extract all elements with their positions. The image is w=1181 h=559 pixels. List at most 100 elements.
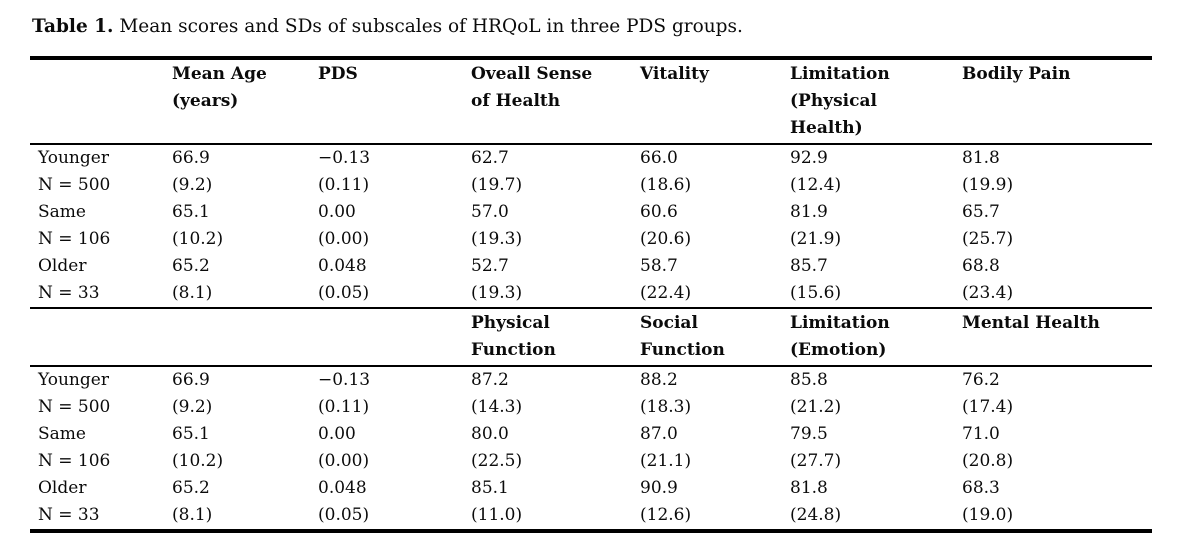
table-cell: 65.2 xyxy=(172,478,210,498)
row-label: N = 33 xyxy=(38,505,100,525)
table-cell: (12.6) xyxy=(640,505,692,525)
table-cell: (0.05) xyxy=(318,283,370,303)
table-cell: 0.048 xyxy=(318,478,367,498)
column-header xyxy=(30,307,164,367)
column-header: Bodily Pain xyxy=(954,58,1152,145)
table-cell: (9.2) xyxy=(172,397,213,417)
table-cell: (8.1) xyxy=(172,283,213,303)
table-cell: 52.7 xyxy=(471,256,509,276)
table-caption-label: Table 1. xyxy=(32,16,114,37)
table-cell: (20.8) xyxy=(962,451,1014,471)
table-cell: 87.2 xyxy=(471,370,509,390)
table-row: Same 65.1 0.00 80.0 87.0 79.5 71.0 xyxy=(30,421,1152,448)
column-header: Social Function xyxy=(632,307,782,367)
table-cell: 65.7 xyxy=(962,202,1000,222)
row-label: Younger xyxy=(38,370,109,390)
page: Table 1. Mean scores and SDs of subscale… xyxy=(30,13,1152,533)
column-header: Physical Function xyxy=(463,307,632,367)
table-cell: 92.9 xyxy=(790,148,828,168)
table-cell: 90.9 xyxy=(640,478,678,498)
table-cell: (9.2) xyxy=(172,175,213,195)
table-cell: (10.2) xyxy=(172,451,224,471)
table-cell: (19.0) xyxy=(962,505,1014,525)
column-header: Oveall Sense of Health xyxy=(463,58,632,145)
table-caption: Table 1. Mean scores and SDs of subscale… xyxy=(32,13,1152,40)
header-row: Physical Function Social Function Limitati… xyxy=(30,307,1152,367)
column-header: Mean Age (years) xyxy=(164,58,310,145)
table-cell: 81.8 xyxy=(962,148,1000,168)
table-cell: 0.00 xyxy=(318,424,356,444)
table-row: N = 106 (10.2) (0.00) (19.3) (20.6) (21.9) (25… xyxy=(30,226,1152,253)
table-cell: (0.00) xyxy=(318,451,370,471)
table-cell: (11.0) xyxy=(471,505,523,525)
table-cell: 58.7 xyxy=(640,256,678,276)
header-row: Mean Age (years) PDS Oveall Sense of Healt… xyxy=(30,58,1152,145)
table-row: N = 500 (9.2) (0.11) (14.3) (18.3) (21.2) (17.… xyxy=(30,394,1152,421)
column-header xyxy=(164,307,310,367)
table-cell: (0.00) xyxy=(318,229,370,249)
column-header: Limitation (Emotion) xyxy=(782,307,954,367)
table-row: Older 65.2 0.048 52.7 58.7 85.7 68.8 xyxy=(30,253,1152,280)
table-cell: −0.13 xyxy=(318,148,371,168)
table-row: N = 106 (10.2) (0.00) (22.5) (21.1) (27.7) (20… xyxy=(30,448,1152,475)
table-cell: (21.9) xyxy=(790,229,842,249)
table-cell: 68.8 xyxy=(962,256,1000,276)
table-cell: (21.2) xyxy=(790,397,842,417)
table-cell: (19.7) xyxy=(471,175,523,195)
table-row: N = 33 (8.1) (0.05) (11.0) (12.6) (24.8) (19.0… xyxy=(30,502,1152,531)
table-cell: 87.0 xyxy=(640,424,678,444)
table-cell: (18.6) xyxy=(640,175,692,195)
table-cell: (25.7) xyxy=(962,229,1014,249)
column-header: PDS xyxy=(310,58,463,145)
table-cell: (20.6) xyxy=(640,229,692,249)
table-cell: 65.1 xyxy=(172,424,210,444)
table-cell: 80.0 xyxy=(471,424,509,444)
table-cell: 66.0 xyxy=(640,148,678,168)
table-cell: (15.6) xyxy=(790,283,842,303)
table-cell: 85.7 xyxy=(790,256,828,276)
table-cell: (23.4) xyxy=(962,283,1014,303)
row-label: N = 500 xyxy=(38,175,111,195)
table-cell: (0.11) xyxy=(318,175,370,195)
table-cell: (19.9) xyxy=(962,175,1014,195)
column-header: Limitation (Physical Health) xyxy=(782,58,954,145)
table-cell: 0.00 xyxy=(318,202,356,222)
column-header xyxy=(30,58,164,145)
table-cell: 60.6 xyxy=(640,202,678,222)
table-cell: 85.8 xyxy=(790,370,828,390)
table-cell: 79.5 xyxy=(790,424,828,444)
table-cell: 62.7 xyxy=(471,148,509,168)
table-cell: 81.9 xyxy=(790,202,828,222)
column-header xyxy=(310,307,463,367)
table-cell: 81.8 xyxy=(790,478,828,498)
table-cell: (19.3) xyxy=(471,229,523,249)
table-cell: (21.1) xyxy=(640,451,692,471)
table-cell: (22.4) xyxy=(640,283,692,303)
row-label: N = 33 xyxy=(38,283,100,303)
row-label: Same xyxy=(38,424,86,444)
table-cell: 88.2 xyxy=(640,370,678,390)
table-cell: (12.4) xyxy=(790,175,842,195)
table-cell: 76.2 xyxy=(962,370,1000,390)
table-cell: (10.2) xyxy=(172,229,224,249)
table-cell: (27.7) xyxy=(790,451,842,471)
row-label: Older xyxy=(38,256,87,276)
table-cell: (18.3) xyxy=(640,397,692,417)
table-row: Younger 66.9 −0.13 87.2 88.2 85.8 76.2 xyxy=(30,366,1152,394)
column-header: Mental Health xyxy=(954,307,1152,367)
table-cell: 66.9 xyxy=(172,370,210,390)
table-cell: 66.9 xyxy=(172,148,210,168)
table-row: Older 65.2 0.048 85.1 90.9 81.8 68.3 xyxy=(30,475,1152,502)
table-cell: (14.3) xyxy=(471,397,523,417)
table-row: Same 65.1 0.00 57.0 60.6 81.9 65.7 xyxy=(30,199,1152,226)
table-cell: 57.0 xyxy=(471,202,509,222)
column-header: Vitality xyxy=(632,58,782,145)
hrqol-table-body: Mean Age (years) PDS Oveall Sense of Healt… xyxy=(30,58,1152,531)
table-cell: 0.048 xyxy=(318,256,367,276)
table-cell: (24.8) xyxy=(790,505,842,525)
table-cell: 71.0 xyxy=(962,424,1000,444)
row-label: N = 106 xyxy=(38,451,111,471)
table-cell: (17.4) xyxy=(962,397,1014,417)
table-cell: 68.3 xyxy=(962,478,1000,498)
table-cell: (0.05) xyxy=(318,505,370,525)
